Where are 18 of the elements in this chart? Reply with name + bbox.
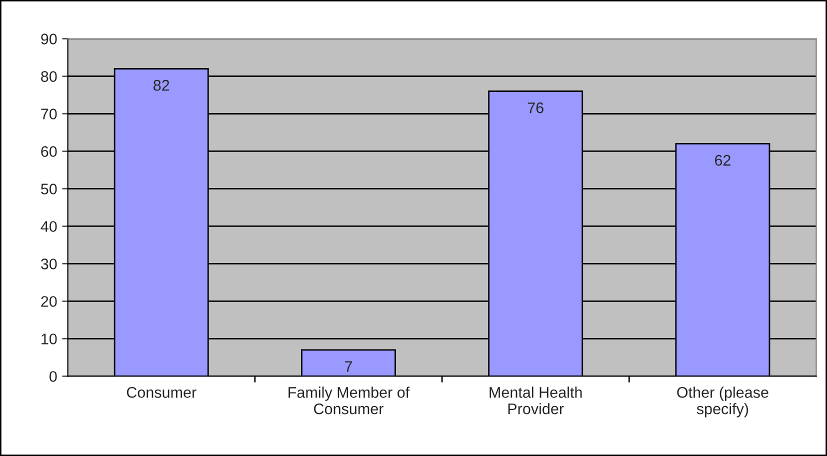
y-tick-label: 20: [41, 296, 57, 307]
y-tick-label: 0: [50, 371, 57, 382]
y-tick-label: 50: [41, 184, 57, 194]
y-tick-label: 40: [40, 221, 57, 232]
x-tick-label: Other (please specify): [677, 386, 768, 418]
data-label: 76: [528, 102, 544, 114]
y-tick-label: 70: [41, 108, 57, 120]
y-tick-label: 80: [41, 71, 57, 82]
data-label: 62: [714, 154, 730, 166]
data-label: 7: [345, 361, 352, 372]
x-tick-label: Family Member of Consumer: [288, 386, 410, 414]
data-label: 82: [154, 80, 170, 91]
y-tick-label: 10: [42, 334, 57, 344]
y-tick-label: 60: [41, 146, 57, 157]
x-tick-label: Consumer: [126, 387, 196, 398]
y-tick-label: 30: [40, 258, 57, 270]
x-tick-label: Mental Health Provider: [490, 386, 582, 414]
y-tick-label: 90: [41, 34, 57, 44]
